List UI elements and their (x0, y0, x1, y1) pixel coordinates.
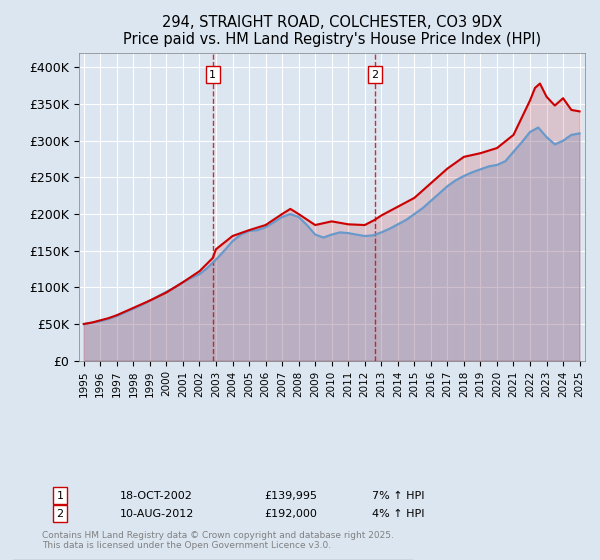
Text: 2: 2 (56, 508, 64, 519)
Text: 4% ↑ HPI: 4% ↑ HPI (372, 508, 425, 519)
Text: 7% ↑ HPI: 7% ↑ HPI (372, 491, 425, 501)
Text: Contains HM Land Registry data © Crown copyright and database right 2025.
This d: Contains HM Land Registry data © Crown c… (42, 530, 394, 550)
Text: 18-OCT-2002: 18-OCT-2002 (120, 491, 193, 501)
Text: 10-AUG-2012: 10-AUG-2012 (120, 508, 194, 519)
Text: 2: 2 (371, 70, 378, 80)
Text: £139,995: £139,995 (264, 491, 317, 501)
Text: 1: 1 (56, 491, 64, 501)
Text: £192,000: £192,000 (264, 508, 317, 519)
Title: 294, STRAIGHT ROAD, COLCHESTER, CO3 9DX
Price paid vs. HM Land Registry's House : 294, STRAIGHT ROAD, COLCHESTER, CO3 9DX … (122, 15, 541, 48)
Text: 1: 1 (209, 70, 216, 80)
